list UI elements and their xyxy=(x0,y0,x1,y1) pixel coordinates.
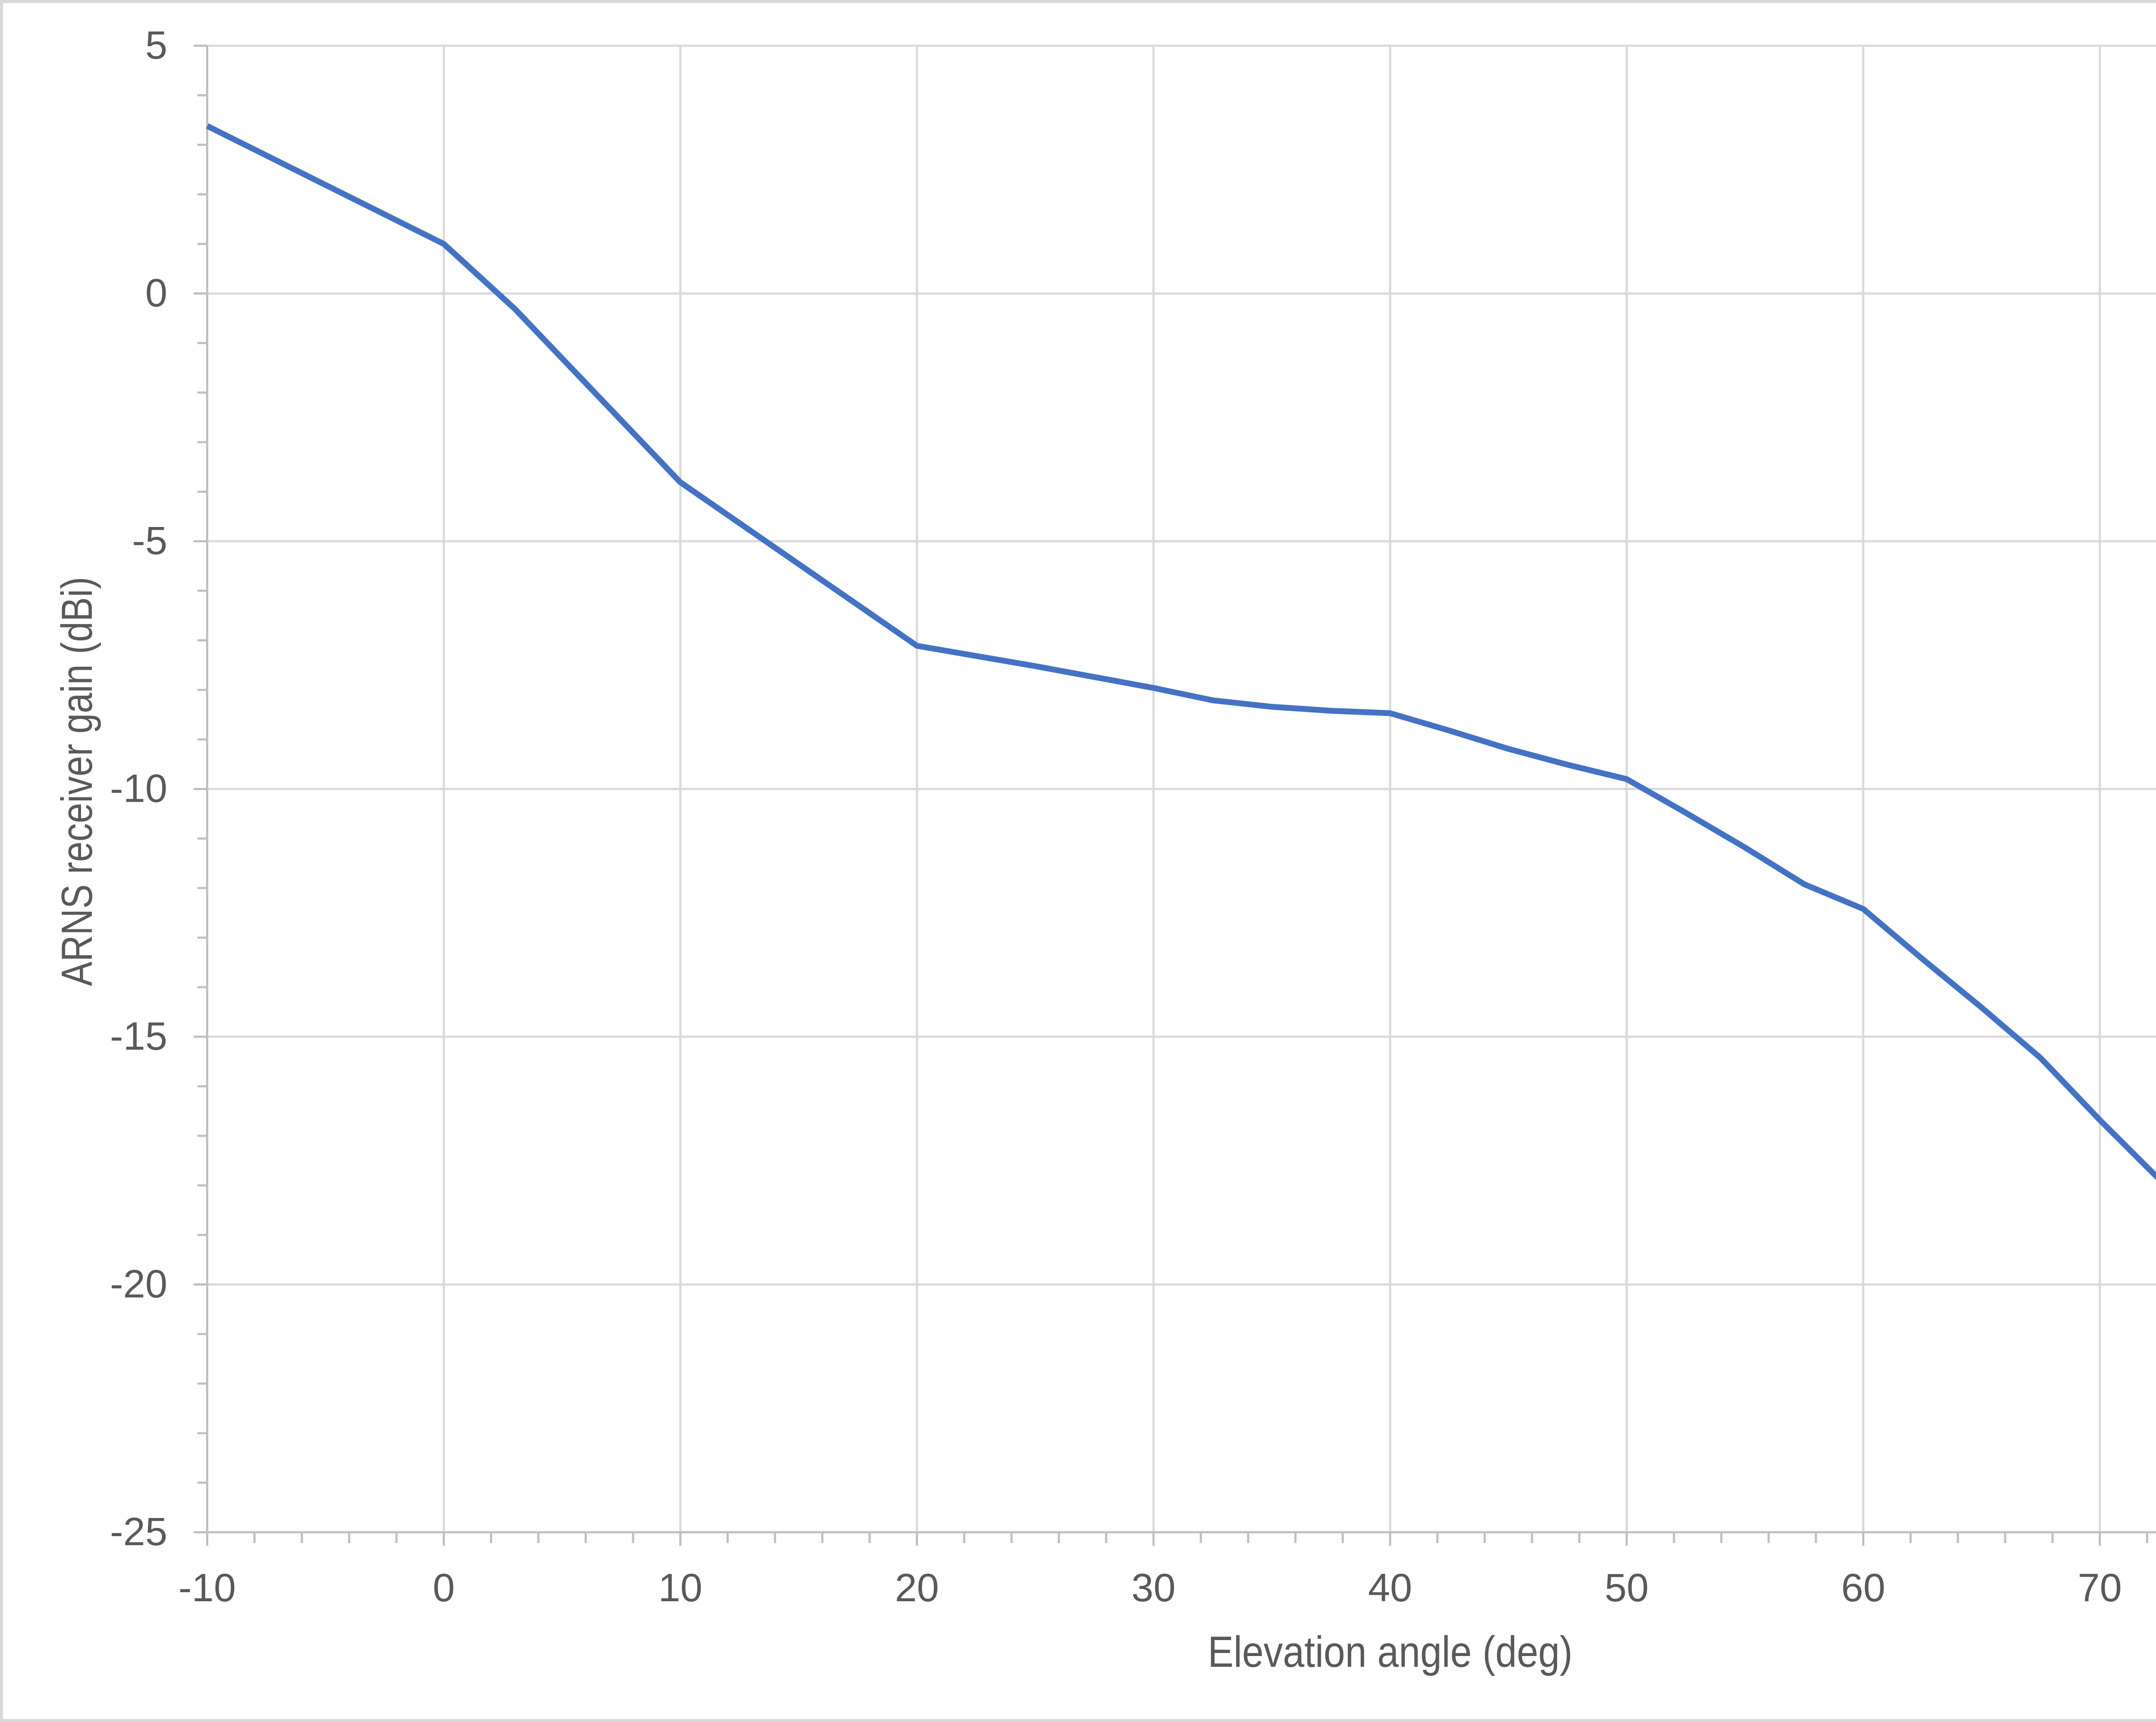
svg-text:40: 40 xyxy=(1368,1566,1412,1610)
svg-text:70: 70 xyxy=(2078,1566,2122,1610)
svg-text:-5: -5 xyxy=(132,519,167,563)
svg-text:10: 10 xyxy=(658,1566,702,1610)
svg-text:-25: -25 xyxy=(110,1510,167,1554)
svg-text:30: 30 xyxy=(1131,1566,1175,1610)
svg-text:60: 60 xyxy=(1841,1566,1885,1610)
svg-text:-20: -20 xyxy=(110,1262,167,1306)
svg-text:Elevation angle (deg): Elevation angle (deg) xyxy=(1208,1628,1573,1676)
svg-text:ARNS receiver gain (dBi): ARNS receiver gain (dBi) xyxy=(53,577,101,986)
svg-text:-10: -10 xyxy=(110,767,167,811)
svg-text:20: 20 xyxy=(895,1566,939,1610)
svg-text:0: 0 xyxy=(145,271,167,315)
svg-text:0: 0 xyxy=(433,1566,455,1610)
svg-text:5: 5 xyxy=(145,23,167,67)
svg-text:-15: -15 xyxy=(110,1014,167,1058)
svg-text:50: 50 xyxy=(1604,1566,1648,1610)
svg-text:-10: -10 xyxy=(179,1566,236,1610)
